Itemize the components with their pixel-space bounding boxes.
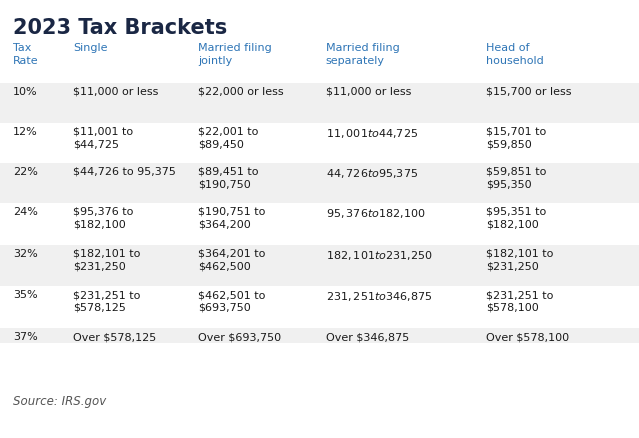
Text: 10%: 10% — [13, 87, 38, 97]
Text: $11,000 or less: $11,000 or less — [326, 87, 412, 97]
Text: Over $693,750: Over $693,750 — [198, 332, 281, 342]
Text: $22,000 or less: $22,000 or less — [198, 87, 284, 97]
Text: $11,001 to
$44,725: $11,001 to $44,725 — [73, 127, 134, 150]
Text: $11,001 to $44,725: $11,001 to $44,725 — [326, 127, 418, 140]
Text: Tax
Rate: Tax Rate — [13, 43, 38, 66]
Text: Married filing
jointly: Married filing jointly — [198, 43, 272, 66]
Text: Over $346,875: Over $346,875 — [326, 332, 409, 342]
Text: $11,000 or less: $11,000 or less — [73, 87, 159, 97]
Text: Head of
household: Head of household — [486, 43, 543, 66]
Text: $364,201 to
$462,500: $364,201 to $462,500 — [198, 249, 265, 272]
Bar — [0, 328, 639, 343]
Text: $182,101 to $231,250: $182,101 to $231,250 — [326, 249, 433, 262]
Bar — [0, 203, 639, 247]
Bar — [0, 245, 639, 288]
Text: $182,101 to
$231,250: $182,101 to $231,250 — [486, 249, 553, 272]
Text: 32%: 32% — [13, 249, 38, 259]
Bar — [0, 163, 639, 205]
Text: $231,251 to
$578,100: $231,251 to $578,100 — [486, 290, 553, 313]
Text: $190,751 to
$364,200: $190,751 to $364,200 — [198, 207, 265, 230]
Text: $231,251 to
$578,125: $231,251 to $578,125 — [73, 290, 141, 313]
Text: 37%: 37% — [13, 332, 38, 342]
Text: 2023 Tax Brackets: 2023 Tax Brackets — [13, 18, 227, 38]
Text: Over $578,125: Over $578,125 — [73, 332, 157, 342]
Text: Single: Single — [73, 43, 108, 53]
Text: $95,351 to
$182,100: $95,351 to $182,100 — [486, 207, 546, 230]
Text: $22,001 to
$89,450: $22,001 to $89,450 — [198, 127, 258, 150]
Bar — [0, 123, 639, 165]
Text: $59,851 to
$95,350: $59,851 to $95,350 — [486, 167, 546, 190]
Text: 22%: 22% — [13, 167, 38, 177]
Text: $44,726 to 95,375: $44,726 to 95,375 — [73, 167, 176, 177]
Bar — [0, 286, 639, 330]
Text: $182,101 to
$231,250: $182,101 to $231,250 — [73, 249, 141, 272]
Bar — [0, 83, 639, 125]
Text: $15,700 or less: $15,700 or less — [486, 87, 571, 97]
Text: 35%: 35% — [13, 290, 38, 300]
Text: Source: IRS.gov: Source: IRS.gov — [13, 395, 106, 408]
Text: Married filing
separately: Married filing separately — [326, 43, 399, 66]
Text: $44,726 to $95,375: $44,726 to $95,375 — [326, 167, 418, 180]
Text: $89,451 to
$190,750: $89,451 to $190,750 — [198, 167, 259, 190]
Text: Over $578,100: Over $578,100 — [486, 332, 569, 342]
Text: $462,501 to
$693,750: $462,501 to $693,750 — [198, 290, 265, 313]
Text: 24%: 24% — [13, 207, 38, 217]
Text: $231,251 to $346,875: $231,251 to $346,875 — [326, 290, 432, 303]
Bar — [0, 41, 639, 80]
Text: $95,376 to
$182,100: $95,376 to $182,100 — [73, 207, 134, 230]
Text: $95,376 to $182,100: $95,376 to $182,100 — [326, 207, 426, 220]
Text: 12%: 12% — [13, 127, 38, 137]
Text: $15,701 to
$59,850: $15,701 to $59,850 — [486, 127, 546, 150]
